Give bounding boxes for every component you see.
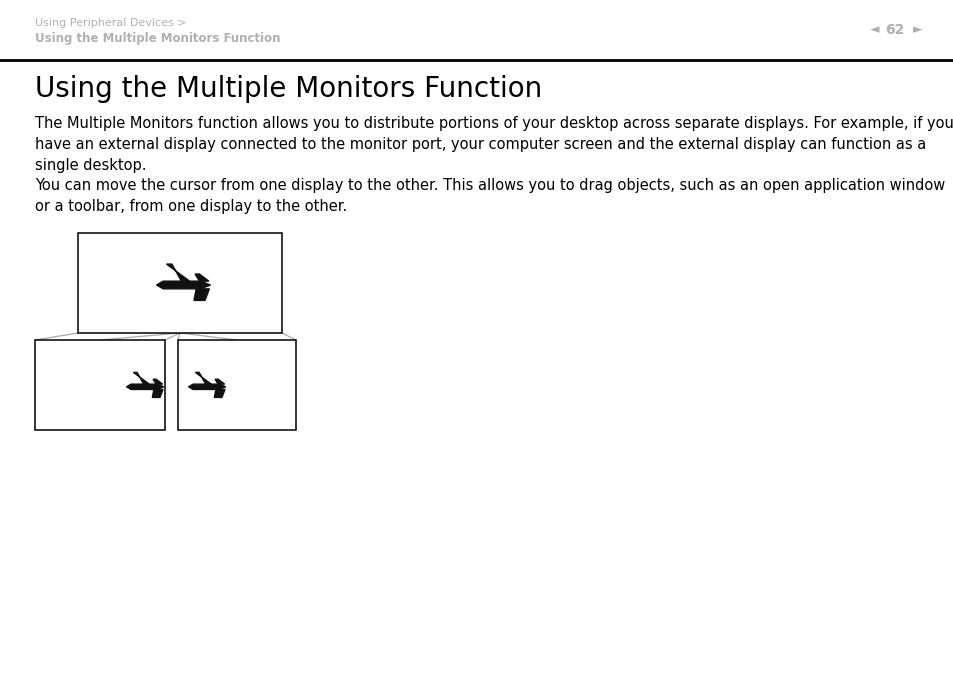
Polygon shape — [133, 372, 149, 384]
Polygon shape — [193, 289, 209, 301]
Polygon shape — [152, 379, 162, 384]
Text: ◄: ◄ — [869, 24, 879, 36]
Bar — [178, 340, 295, 430]
Bar — [78, 233, 282, 333]
Polygon shape — [167, 264, 190, 281]
Polygon shape — [214, 379, 224, 384]
Polygon shape — [195, 372, 211, 384]
Text: The Multiple Monitors function allows you to distribute portions of your desktop: The Multiple Monitors function allows yo… — [35, 116, 953, 173]
Polygon shape — [194, 274, 209, 281]
Polygon shape — [152, 390, 163, 398]
Text: ►: ► — [912, 24, 922, 36]
Polygon shape — [127, 384, 164, 390]
Polygon shape — [214, 390, 225, 398]
Polygon shape — [156, 281, 211, 289]
Text: Using Peripheral Devices >: Using Peripheral Devices > — [35, 18, 186, 28]
Text: Using the Multiple Monitors Function: Using the Multiple Monitors Function — [35, 75, 541, 103]
Text: 62: 62 — [884, 23, 903, 37]
Text: You can move the cursor from one display to the other. This allows you to drag o: You can move the cursor from one display… — [35, 178, 944, 214]
Text: Using the Multiple Monitors Function: Using the Multiple Monitors Function — [35, 32, 280, 45]
Polygon shape — [189, 384, 226, 390]
Bar — [35, 340, 165, 430]
